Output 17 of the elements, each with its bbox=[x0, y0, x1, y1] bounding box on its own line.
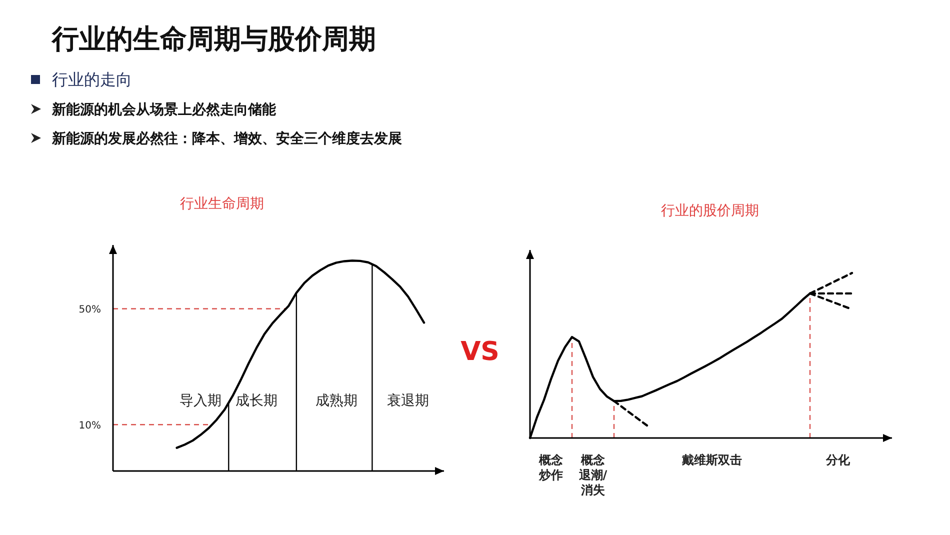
chart-title: 行业的股价周期 bbox=[661, 203, 759, 219]
y-tick-label: 50% bbox=[78, 304, 101, 316]
x-tick-label: 导入期 bbox=[180, 393, 222, 409]
text: 新能源的发展必然往：降本、增效、安全三个维度去发展 bbox=[51, 130, 402, 147]
x-tick-label: 成熟期 bbox=[315, 393, 358, 409]
x-tick-label: 成长期 bbox=[236, 393, 278, 409]
x-tick-label: 概念炒作 bbox=[538, 453, 564, 482]
text: 行业的生命周期与股价周期 bbox=[51, 24, 376, 55]
x-tick-label: 分化 bbox=[825, 453, 851, 467]
text: VS bbox=[460, 337, 500, 367]
text: 行业的走向 bbox=[52, 70, 132, 89]
x-tick-label: 戴维斯双击 bbox=[681, 453, 742, 467]
x-tick-label: 概念退潮/消失 bbox=[578, 453, 608, 497]
chart-title: 行业生命周期 bbox=[180, 196, 264, 212]
text: 新能源的机会从场景上必然走向储能 bbox=[51, 101, 277, 118]
y-tick-label: 10% bbox=[78, 420, 101, 432]
x-tick-label: 衰退期 bbox=[387, 393, 430, 409]
